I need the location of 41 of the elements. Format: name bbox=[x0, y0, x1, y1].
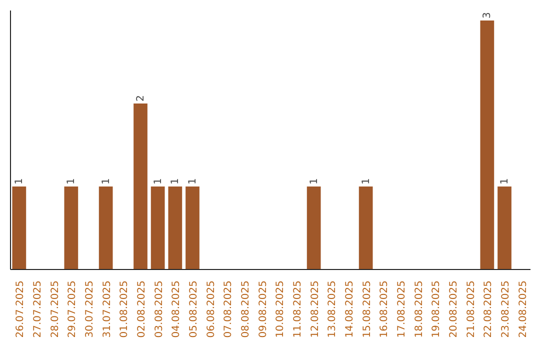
x-tick-label: 16.08.2025 bbox=[379, 280, 390, 338]
x-tick-label: 13.08.2025 bbox=[327, 280, 338, 338]
data-label: 1 bbox=[100, 178, 112, 184]
data-label: 3 bbox=[482, 12, 494, 18]
data-label: 1 bbox=[170, 178, 182, 184]
x-tick-label: 09.08.2025 bbox=[258, 280, 269, 338]
x-tick-label: 17.08.2025 bbox=[396, 280, 408, 338]
data-label: 1 bbox=[360, 178, 372, 184]
x-tick-label: 22.08.2025 bbox=[483, 280, 494, 338]
x-tick-label: 07.08.2025 bbox=[223, 280, 234, 338]
x-tick-label: 06.08.2025 bbox=[206, 280, 217, 338]
x-tick-label: 31.07.2025 bbox=[102, 280, 113, 338]
x-tick-label: 24.08.2025 bbox=[518, 280, 529, 338]
x-tick-label: 02.08.2025 bbox=[136, 280, 148, 338]
x-tick-label: 27.07.2025 bbox=[32, 280, 44, 338]
data-label: 1 bbox=[308, 178, 320, 184]
x-tick-label: 18.08.2025 bbox=[414, 280, 425, 338]
x-tick-label: 08.08.2025 bbox=[240, 280, 252, 338]
x-tick-label: 10.08.2025 bbox=[275, 280, 286, 338]
data-label: 1 bbox=[188, 178, 198, 184]
data-label: 1 bbox=[500, 178, 510, 184]
x-tick-label: 01.08.2025 bbox=[119, 280, 130, 338]
x-tick-label: 23.08.2025 bbox=[500, 280, 512, 338]
data-label: 1 bbox=[66, 178, 78, 184]
data-label: 1 bbox=[152, 178, 164, 184]
x-tick-label: 28.07.2025 bbox=[50, 280, 61, 338]
x-tick-label: 19.08.2025 bbox=[431, 280, 442, 338]
data-label: 1 bbox=[14, 178, 26, 184]
x-tick-label: 12.08.2025 bbox=[310, 280, 321, 338]
x-tick-label: 03.08.2025 bbox=[154, 280, 165, 338]
x-tick-label: 29.07.2025 bbox=[67, 280, 78, 338]
x-tick-label: 21.08.2025 bbox=[466, 280, 477, 338]
x-tick-label: 04.08.2025 bbox=[171, 280, 182, 338]
x-tick-label: 11.08.2025 bbox=[292, 280, 304, 338]
x-tick-label: 15.08.2025 bbox=[362, 280, 373, 338]
x-tick-label: 14.08.2025 bbox=[344, 280, 356, 338]
x-tick-label: 05.08.2025 bbox=[188, 280, 200, 338]
x-tick-label: 30.07.2025 bbox=[84, 280, 96, 338]
x-tick-label: 26.07.2025 bbox=[15, 280, 26, 338]
x-tick-label: 20.08.2025 bbox=[448, 280, 460, 338]
data-label: 2 bbox=[136, 95, 146, 102]
